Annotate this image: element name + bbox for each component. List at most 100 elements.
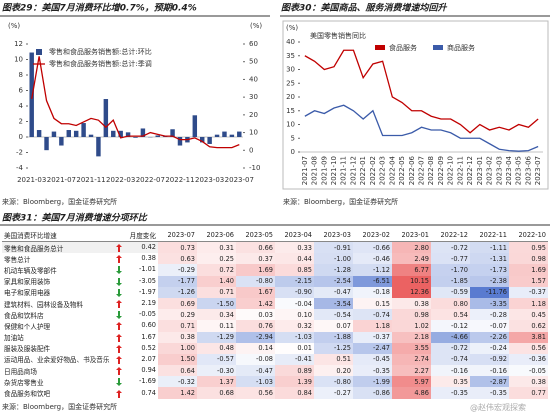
table-cell: -0.24 bbox=[470, 342, 509, 354]
table-row: 零售总计 0.38 0.63 0.25 0.37 0.44 -1.00 -0.46 2.49 -0… bbox=[2, 253, 548, 265]
legend-swatch bbox=[375, 45, 385, 50]
table-cell: 0.01 bbox=[297, 344, 312, 353]
table-cell: 1.67 bbox=[236, 286, 275, 298]
x-tick-label: 2021-11 bbox=[76, 176, 105, 184]
table-cell: 建筑材料、园林设备及物料 bbox=[4, 300, 84, 309]
table-cell: 0.98 bbox=[509, 253, 548, 265]
x-tick-label: 2023-03 bbox=[495, 156, 503, 185]
cell-text: -1.97 bbox=[138, 287, 156, 296]
table-cell: 1.42 bbox=[236, 297, 275, 310]
table-cell: 1.40 bbox=[197, 275, 236, 287]
table-cell: 食品服务和饮吧 bbox=[4, 390, 51, 399]
arrow-shape bbox=[116, 288, 122, 297]
table-cell: 0.84 bbox=[275, 387, 314, 399]
bar bbox=[207, 137, 212, 144]
table-cell: 0.94 bbox=[114, 365, 158, 376]
table-cell: -0.90 bbox=[275, 286, 314, 298]
table-cell: -3.35 bbox=[470, 297, 509, 310]
arrow-shape bbox=[116, 322, 122, 331]
trend-arrow bbox=[116, 288, 122, 297]
bar bbox=[125, 132, 131, 137]
trend-arrow bbox=[116, 378, 122, 387]
column-header: 美国消费环比增速 bbox=[2, 229, 114, 242]
table-cell: -2.15 bbox=[275, 275, 314, 287]
table-cell: 0.60 bbox=[114, 320, 158, 331]
table-cell: -0.45 bbox=[353, 353, 392, 366]
x-tick-label: 2021-08 bbox=[311, 156, 319, 185]
column-header: 2022-12 bbox=[431, 229, 470, 242]
bar bbox=[214, 134, 220, 137]
cell-text: 0.42 bbox=[141, 243, 156, 252]
table-cell: 运动用品、业余爱好物品、书及音乐 bbox=[4, 356, 110, 365]
table-cell: -6.51 bbox=[353, 275, 392, 287]
table-row: 食品服务和饮吧 0.74 1.42 0.68 0.56 0.84 -0.27 -0.86 4.8… bbox=[2, 387, 548, 399]
chart-title: 图表30：美国商品、服务消费增速均回升 bbox=[281, 3, 448, 14]
table-cell: 0.71 bbox=[158, 320, 197, 332]
table-cell: 0.38 bbox=[114, 253, 158, 264]
table-cell: 0.38 bbox=[392, 297, 431, 310]
x-tick-label: 2023-07 bbox=[225, 176, 254, 184]
x-tick-label: 2022-07 bbox=[136, 176, 165, 184]
table-cell: -1.26 bbox=[158, 286, 197, 298]
table-cell: 0.64 bbox=[158, 365, 197, 377]
cell-text: 0.38 bbox=[141, 254, 156, 263]
bar bbox=[66, 130, 71, 137]
x-tick-label: 2023-06 bbox=[524, 155, 532, 185]
bar bbox=[96, 137, 101, 157]
table-cell: -0.36 bbox=[509, 353, 548, 366]
chart-title: 图表29：美国7月消费环比增0.7%，预期0.4% bbox=[2, 3, 197, 14]
arrow-shape bbox=[116, 266, 122, 275]
table-cell: 1.39 bbox=[275, 376, 314, 388]
table-row: 机动车辆及零部件 -1.01 -0.29 0.72 1.69 0.85 -1.28 -1.12… bbox=[2, 264, 548, 276]
table-cell: -4.66 bbox=[431, 331, 470, 343]
table-cell: -0.12 bbox=[431, 320, 470, 332]
table-cell: -0.32 bbox=[158, 376, 197, 388]
bar bbox=[222, 131, 227, 137]
table-cell: 2.18 bbox=[392, 331, 431, 343]
table-cell: 2.49 bbox=[392, 253, 431, 265]
table-row: 零售和食品服务总计 0.42 0.73 0.31 0.66 0.33 -0.91 -0.66 2… bbox=[2, 241, 548, 254]
source: 来源：Bloomberg，国金证券研究所 bbox=[283, 197, 398, 206]
x-tick-label: 2023-05 bbox=[515, 156, 523, 185]
table-row: 建筑材料、园林设备及物料 2.19 0.69 -1.50 1.42 -0.04 -3.54 0… bbox=[2, 297, 548, 310]
table-cell: -0.27 bbox=[314, 387, 353, 399]
table-cell: 0.25 bbox=[197, 253, 236, 265]
table-cell: -0.72 bbox=[431, 342, 470, 354]
table-cell: 0.38 bbox=[158, 331, 197, 343]
table-cell: -1.97 bbox=[114, 287, 158, 298]
column-header: 2022-10 bbox=[509, 229, 548, 242]
bar bbox=[59, 137, 64, 146]
cell-text: 2.19 bbox=[141, 299, 156, 308]
y2-tick-label: 50 bbox=[249, 58, 258, 66]
y-tick-label: -4 bbox=[16, 164, 24, 172]
table-cell: -0.35 bbox=[431, 387, 470, 399]
arrow-shape bbox=[116, 255, 122, 264]
y2-tick-label: -10 bbox=[249, 164, 260, 172]
column-header: 2023-02 bbox=[353, 229, 392, 242]
cell-text: 0.74 bbox=[141, 388, 156, 397]
y-tick-label: 40 bbox=[286, 38, 295, 46]
charts: 图表29：美国7月消费环比增0.7%，预期0.4% 图表30：美国商品、服务消费… bbox=[0, 3, 550, 226]
x-tick-label: 2021-03 bbox=[17, 176, 46, 184]
table-cell: 3.81 bbox=[509, 331, 548, 343]
x-tick-label: 2022-05 bbox=[398, 156, 406, 185]
table-cell: 1.02 bbox=[392, 320, 431, 332]
trend-arrow bbox=[116, 300, 122, 309]
table-cell: 1.00 bbox=[158, 342, 197, 354]
table-cell: -0.80 bbox=[236, 275, 275, 287]
table-cell: 1.42 bbox=[158, 387, 197, 399]
x-tick-label: 2023-03 bbox=[195, 176, 224, 184]
table-cell: -1.11 bbox=[470, 241, 509, 254]
table-cell: 1.37 bbox=[197, 376, 236, 388]
bar bbox=[192, 115, 198, 137]
x-tick-label: 2022-10 bbox=[447, 156, 455, 185]
table-cell: -3.05 bbox=[114, 276, 158, 287]
x-tick-label: 2022-12 bbox=[466, 156, 474, 185]
table-cell: -1.03 bbox=[236, 376, 275, 388]
bar bbox=[118, 130, 123, 137]
table-cell: 0.45 bbox=[509, 309, 548, 321]
trend-arrow bbox=[116, 367, 122, 376]
table-cell: 日用品商场 bbox=[4, 367, 37, 376]
y-tick-label: 12 bbox=[14, 40, 23, 48]
